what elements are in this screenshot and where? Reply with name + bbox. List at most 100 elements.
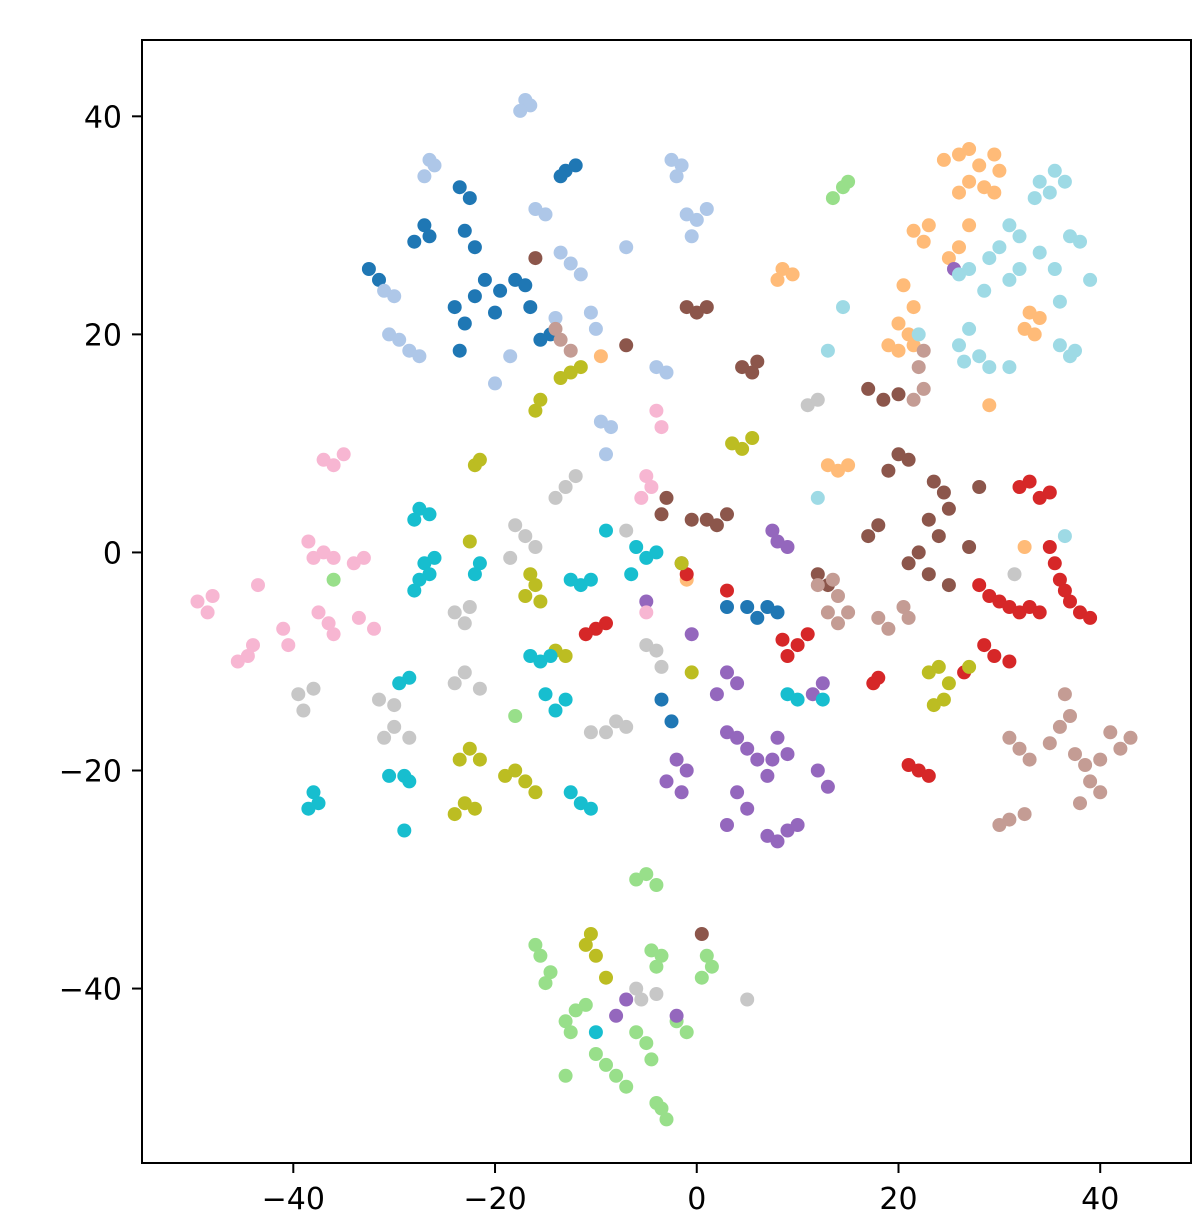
- scatter-point: [588, 948, 603, 963]
- x-tick-label: 20: [879, 1182, 917, 1217]
- scatter-point: [931, 529, 946, 544]
- scatter-point: [921, 218, 936, 233]
- scatter-point: [1093, 785, 1108, 800]
- scatter-point: [735, 441, 750, 456]
- points-layer: [190, 93, 1138, 1127]
- scatter-point: [977, 283, 992, 298]
- scatter-point: [629, 1025, 644, 1040]
- scatter-point: [407, 234, 422, 249]
- scatter-point: [599, 725, 613, 740]
- scatter-point: [296, 703, 311, 718]
- scatter-point: [704, 959, 719, 974]
- scatter-point: [558, 692, 573, 707]
- scatter-point: [1032, 311, 1047, 325]
- x-tick-label: 0: [687, 1182, 706, 1217]
- scatter-point: [1052, 719, 1067, 734]
- scatter-point: [639, 605, 654, 620]
- scatter-point: [377, 730, 392, 745]
- scatter-point: [417, 169, 432, 184]
- scatter-point: [669, 1008, 684, 1023]
- scatter-point: [820, 343, 835, 358]
- scatter-point: [765, 752, 780, 767]
- scatter-point: [901, 327, 916, 342]
- scatter-point: [457, 316, 472, 331]
- scatter-point: [770, 834, 785, 849]
- scatter-point: [528, 403, 543, 418]
- scatter-point: [815, 676, 830, 691]
- scatter-point: [1012, 229, 1027, 244]
- scatter-point: [538, 976, 553, 991]
- scatter-point: [588, 321, 603, 336]
- scatter-point: [447, 676, 462, 691]
- scatter-point: [679, 1025, 694, 1040]
- scatter-point: [558, 1068, 573, 1083]
- scatter-point: [936, 692, 951, 707]
- scatter-point: [528, 785, 543, 800]
- scatter-point: [457, 616, 472, 631]
- scatter-point: [558, 649, 573, 663]
- y-tick-label: 40: [84, 100, 122, 135]
- scatter-point: [972, 578, 987, 593]
- scatter-point: [1002, 812, 1017, 827]
- scatter-point: [820, 779, 835, 794]
- scatter-point: [962, 540, 977, 554]
- scatter-point: [518, 589, 533, 603]
- scatter-point: [372, 272, 386, 287]
- scatter-point: [720, 583, 734, 598]
- scatter-point: [770, 272, 785, 287]
- scatter-point: [977, 638, 992, 653]
- scatter-point: [654, 420, 669, 435]
- scatter-point: [422, 507, 437, 522]
- scatter-point: [1002, 218, 1017, 233]
- scatter-point: [780, 747, 795, 762]
- scatter-point: [639, 594, 654, 609]
- scatter-point: [720, 818, 734, 832]
- scatter-point: [1093, 752, 1108, 767]
- scatter-point: [1002, 272, 1017, 287]
- scatter-point: [921, 768, 936, 783]
- scatter-point: [301, 801, 316, 816]
- scatter-point: [921, 567, 936, 582]
- scatter-point: [593, 349, 608, 364]
- scatter-point: [462, 600, 477, 614]
- scatter-point: [326, 627, 341, 642]
- scatter-point: [881, 463, 896, 478]
- scatter-point: [402, 730, 417, 745]
- scatter-point: [861, 381, 876, 396]
- scatter-point: [952, 338, 966, 353]
- scatter-point: [326, 572, 341, 587]
- scatter-point: [644, 480, 659, 494]
- scatter-point: [876, 392, 891, 407]
- scatter-point: [871, 518, 886, 533]
- scatter-point: [498, 768, 513, 783]
- scatter-point: [578, 937, 593, 952]
- scatter-point: [720, 507, 734, 522]
- scatter-point: [402, 774, 417, 789]
- scatter-point: [578, 627, 593, 642]
- scatter-point: [644, 1052, 659, 1067]
- scatter-point: [568, 469, 583, 484]
- scatter-point: [810, 567, 825, 582]
- scatter-point: [1042, 736, 1057, 751]
- scatter-point: [926, 474, 941, 489]
- scatter-point: [780, 649, 795, 663]
- scatter-point: [871, 670, 886, 685]
- scatter-point: [246, 638, 260, 653]
- scatter-point: [321, 616, 336, 631]
- scatter-point: [825, 191, 840, 206]
- scatter-point: [841, 605, 856, 620]
- scatter-point: [422, 229, 437, 244]
- scatter-point: [962, 659, 977, 674]
- scatter-point: [367, 621, 381, 636]
- scatter-point: [457, 223, 472, 238]
- scatter-point: [563, 785, 578, 800]
- scatter-point: [528, 251, 543, 266]
- scatter-point: [891, 316, 906, 331]
- scatter-point: [941, 578, 956, 593]
- ticks-layer: −40 −20 0 20 40 40 20 0 −20 −40: [59, 100, 1120, 1217]
- scatter-point: [619, 992, 634, 1007]
- scatter-point: [563, 572, 578, 587]
- scatter-point: [982, 251, 997, 266]
- scatter-point: [906, 392, 921, 407]
